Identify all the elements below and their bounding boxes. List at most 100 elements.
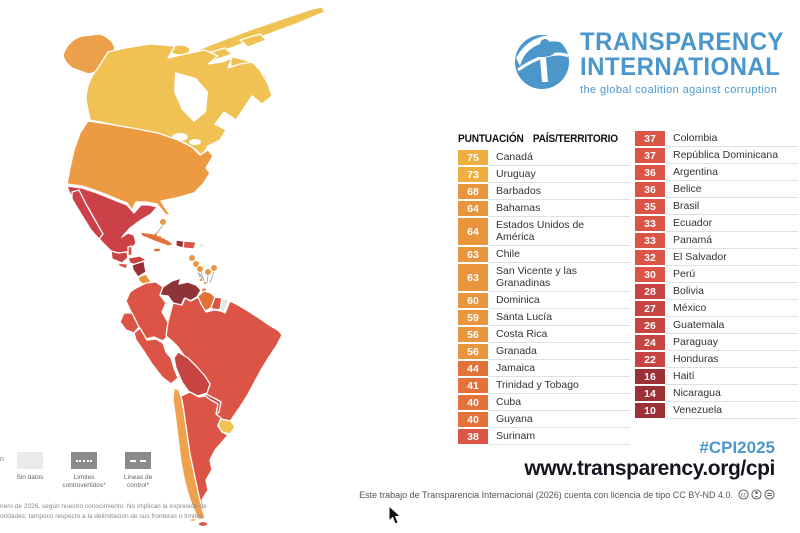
country-name: Jamaica — [488, 360, 630, 377]
cropped-legend-fragment: n — [0, 456, 4, 463]
table-row: 56 Granada — [458, 343, 630, 360]
country-name: Chile — [488, 246, 630, 263]
table-row: 14 Nicaragua — [635, 385, 798, 402]
country-name: Barbados — [488, 183, 630, 200]
map-region-bolivia — [173, 351, 211, 397]
table-row: 40 Cuba — [458, 394, 630, 411]
country-name: Paraguay — [665, 334, 798, 351]
table-header: PUNTUACIÓN PAÍS/TERRITORIO — [458, 133, 618, 145]
score-badge: 59 — [458, 310, 488, 325]
header-country: PAÍS/TERRITORIO — [532, 133, 618, 145]
score-badge: 73 — [458, 167, 488, 182]
score-badge: 68 — [458, 184, 488, 199]
map-region-uruguay — [217, 418, 236, 435]
logo-line-2: INTERNATIONAL — [580, 53, 781, 81]
score-badge: 32 — [635, 250, 665, 265]
table-row: 44 Jamaica — [458, 360, 630, 377]
table-row: 33 Ecuador — [635, 215, 798, 232]
country-name: Bolivia — [665, 283, 798, 300]
score-badge: 14 — [635, 386, 665, 401]
table-row: 24 Paraguay — [635, 334, 798, 351]
table-row: 37 Colombia — [635, 130, 798, 147]
table-row: 60 Dominica — [458, 292, 630, 309]
license-line: Este trabajo de Transparencia Internacio… — [359, 489, 775, 500]
map-region-baja-california — [71, 189, 104, 240]
svg-text:cc: cc — [741, 493, 747, 499]
disputed-borders-swatch — [71, 452, 97, 469]
table-row: 36 Argentina — [635, 164, 798, 181]
cc-by-nd-icons: cc — [738, 489, 775, 500]
cc-by-icon — [751, 489, 762, 500]
bahamas-marker — [159, 218, 167, 226]
score-table-column-1: PUNTUACIÓN PAÍS/TERRITORIO 75 Canadá 73 Uru… — [458, 133, 630, 445]
table-row: 30 Perú — [635, 266, 798, 283]
score-badge: 27 — [635, 301, 665, 316]
country-name: México — [665, 300, 798, 317]
table-row: 68 Barbados — [458, 183, 630, 200]
control-lines-swatch — [125, 452, 151, 469]
table-row: 36 Belice — [635, 181, 798, 198]
country-name: Panamá — [665, 232, 798, 249]
map-region-suriname — [210, 296, 223, 311]
country-name: Uruguay — [488, 166, 630, 183]
map-region-dominican-republic — [182, 240, 197, 250]
score-badge: 64 — [458, 218, 488, 245]
map-region-ecuador — [119, 312, 140, 334]
score-badge: 56 — [458, 327, 488, 342]
score-badge: 63 — [458, 247, 488, 262]
score-badge: 60 — [458, 293, 488, 308]
footnote-line-1: nero de 2026, según nuestro conocimiento… — [0, 503, 207, 510]
score-badge: 37 — [635, 131, 665, 146]
table-row: 10 Venezuela — [635, 402, 798, 419]
score-badge: 37 — [635, 148, 665, 163]
island-marker — [204, 268, 212, 276]
country-name: Brasil — [665, 198, 798, 215]
map-region-nicaragua — [131, 260, 147, 278]
score-badge: 36 — [635, 165, 665, 180]
table-row: 73 Uruguay — [458, 166, 630, 183]
score-badge: 24 — [635, 335, 665, 350]
country-name: Colombia — [665, 130, 798, 147]
map-legend: Sin datos Límites controvertidos* Líneas… — [8, 452, 160, 491]
country-name: Belice — [665, 181, 798, 198]
island-marker — [196, 265, 204, 273]
table-row: 27 México — [635, 300, 798, 317]
score-badge: 30 — [635, 267, 665, 282]
country-name: Nicaragua — [665, 385, 798, 402]
map-region-tierra-del-fuego — [197, 520, 209, 528]
map-region-puerto-rico — [198, 243, 206, 248]
map-region-mexico — [66, 185, 158, 254]
table-row: 75 Canadá — [458, 149, 630, 166]
country-name: Honduras — [665, 351, 798, 368]
cc-nd-icon — [764, 489, 775, 500]
map-region-cuba — [139, 231, 175, 247]
score-table-column-2: 37 Colombia 37 República Dominicana 36 Argent… — [635, 130, 798, 419]
no-data-swatch — [17, 452, 43, 469]
score-badge: 44 — [458, 361, 488, 376]
table-row: 35 Brasil — [635, 198, 798, 215]
transparency-international-logo: TRANSPARENCY INTERNATIONAL the global co… — [512, 30, 793, 96]
country-name: Guatemala — [665, 317, 798, 334]
legend-item-control-lines: Líneas de control* — [116, 452, 160, 491]
ti-globe-icon — [515, 35, 569, 89]
table-row: 16 Haití — [635, 368, 798, 385]
score-badge: 28 — [635, 284, 665, 299]
table-row: 33 Panamá — [635, 232, 798, 249]
map-region-guatemala — [110, 250, 129, 264]
table-row: 26 Guatemala — [635, 317, 798, 334]
score-badge: 35 — [635, 199, 665, 214]
table-row: 56 Costa Rica — [458, 326, 630, 343]
score-badge: 36 — [635, 182, 665, 197]
map-region-chile-islands — [189, 517, 197, 523]
legend-item-no-data: Sin datos — [8, 452, 52, 491]
footnote-line-2: oridades; tampoco respecto a la delimita… — [0, 513, 205, 521]
score-badge: 38 — [458, 429, 488, 444]
table-row: 41 Trinidad y Tobago — [458, 377, 630, 394]
score-badge: 22 — [635, 352, 665, 367]
map-region-jamaica — [152, 247, 162, 253]
score-badge: 40 — [458, 412, 488, 427]
table-row: 40 Guyana — [458, 411, 630, 428]
country-name: Dominica — [488, 292, 630, 309]
table-row: 28 Bolivia — [635, 283, 798, 300]
country-name: Granada — [488, 343, 630, 360]
